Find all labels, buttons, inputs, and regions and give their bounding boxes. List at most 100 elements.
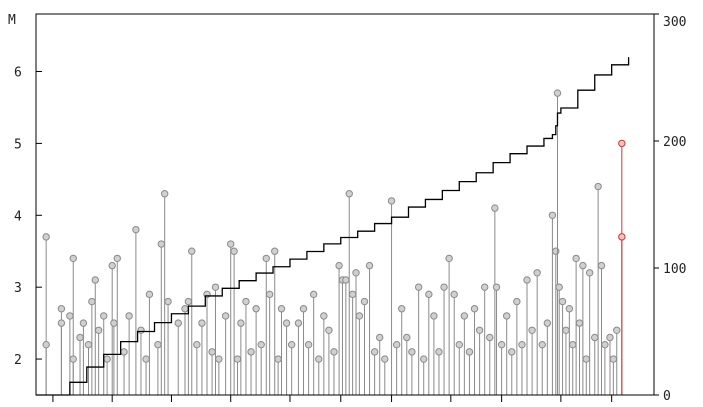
event-marker (299, 305, 308, 313)
event-marker (408, 348, 416, 356)
event-marker (370, 348, 379, 356)
event-marker (403, 333, 411, 342)
event-marker (69, 254, 77, 263)
event-marker (184, 297, 193, 306)
event-marker (609, 355, 618, 363)
event-marker (558, 297, 567, 306)
event-marker (237, 319, 245, 327)
event-marker (381, 355, 389, 363)
event-marker (335, 261, 343, 270)
event-marker (320, 312, 328, 320)
event-marker (565, 305, 574, 313)
event-marker (274, 355, 282, 363)
event-marker (606, 333, 614, 342)
event-marker (425, 290, 433, 299)
event-marker (387, 197, 396, 205)
event-marker (352, 269, 360, 277)
event-marker (164, 297, 172, 306)
event-marker (271, 247, 279, 255)
event-marker (528, 326, 536, 335)
event-marker (575, 319, 584, 327)
event-marker (445, 254, 453, 263)
left-tick-label: 2 (14, 353, 22, 368)
event-marker (108, 261, 116, 270)
event-marker (518, 340, 526, 349)
event-marker (120, 348, 128, 356)
event-marker (100, 312, 108, 320)
event-marker (392, 340, 401, 349)
event-marker (585, 269, 594, 277)
event-marker (132, 225, 140, 234)
right-tick-label: 200 (663, 135, 686, 150)
event-marker (79, 319, 88, 327)
event-marker (579, 261, 587, 270)
axes-layer (35, 13, 659, 402)
right-tick-label: 0 (663, 389, 671, 404)
event-marker (208, 348, 216, 356)
event-marker (440, 283, 448, 291)
event-marker (304, 340, 313, 349)
event-marker (91, 276, 99, 284)
event-marker (555, 283, 563, 291)
event-marker (553, 89, 562, 97)
event-marker (360, 297, 369, 306)
event-marker (435, 348, 443, 356)
event-marker (475, 326, 484, 335)
cumulative-count-line (36, 57, 630, 396)
event-marker (523, 276, 531, 284)
event-marker (137, 326, 145, 335)
right-tick-label: 300 (663, 15, 686, 30)
event-marker (294, 319, 303, 327)
event-marker (211, 283, 220, 291)
event-marker (582, 355, 590, 363)
event-marker (548, 211, 557, 219)
event-marker (594, 182, 602, 191)
event-marker (348, 290, 357, 299)
event-marker (154, 340, 162, 349)
event-marker (315, 355, 323, 363)
event-marker (572, 254, 580, 263)
left-axis-label: M (8, 13, 16, 28)
event-marker (601, 340, 609, 349)
event-marker (330, 348, 338, 356)
event-marker (533, 269, 541, 277)
event-marker (508, 348, 516, 356)
event-marker (420, 355, 428, 363)
event-marker (188, 247, 196, 255)
event-marker (103, 355, 111, 363)
event-marker (110, 319, 118, 327)
event-marker (552, 247, 560, 255)
event-marker (181, 305, 189, 313)
event-marker (145, 290, 154, 299)
event-marker (160, 190, 169, 198)
event-marker (492, 283, 501, 291)
event-marker (57, 305, 66, 313)
event-marker (66, 312, 74, 320)
event-marker (562, 326, 570, 335)
event-marker (470, 305, 479, 313)
event-marker (491, 204, 499, 212)
left-tick-label: 5 (14, 137, 22, 152)
event-marker (538, 340, 546, 349)
event-marker (287, 340, 296, 349)
event-marker (365, 261, 374, 270)
event-marker (84, 340, 93, 349)
event-marker (502, 312, 511, 320)
event-marker (221, 312, 230, 320)
highlight-event-marker (618, 233, 626, 241)
magnitude-stems-layer (42, 89, 626, 395)
event-marker (460, 312, 469, 320)
event-marker (309, 290, 318, 299)
cumulative-line-layer (36, 57, 630, 396)
event-marker (252, 305, 260, 313)
event-marker (42, 340, 50, 349)
event-marker (398, 305, 406, 313)
event-marker (247, 348, 255, 356)
event-marker (465, 348, 474, 356)
event-marker (174, 319, 182, 327)
event-marker (142, 355, 150, 363)
event-marker (613, 326, 621, 335)
event-marker (430, 312, 438, 320)
event-marker (597, 261, 606, 270)
left-tick-label: 4 (14, 209, 22, 224)
